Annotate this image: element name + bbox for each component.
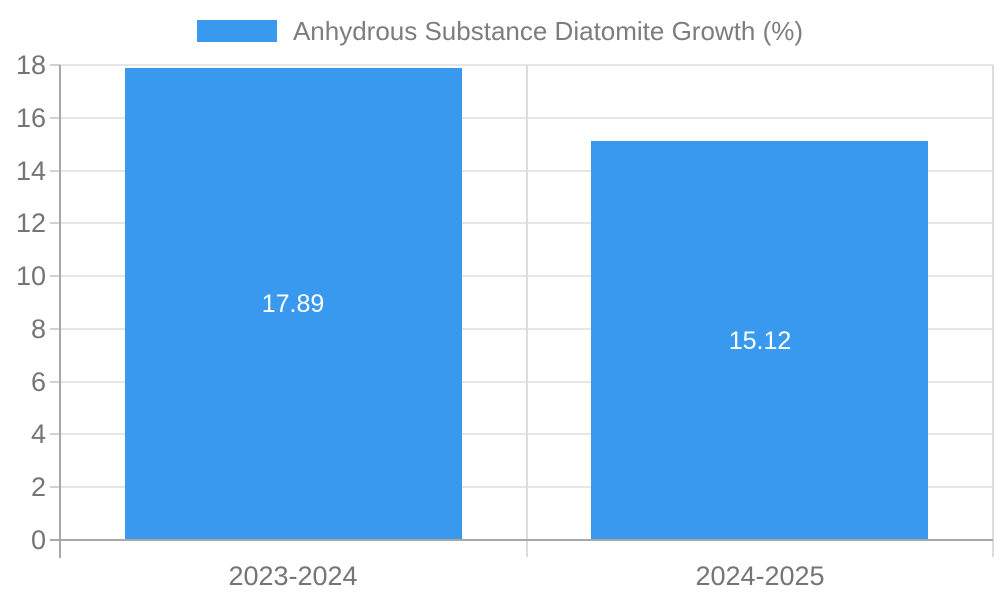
y-tick-mark bbox=[50, 169, 60, 172]
y-tick-mark bbox=[50, 327, 60, 330]
y-axis-tick-label: 16 bbox=[15, 102, 46, 133]
legend-item[interactable]: Anhydrous Substance Diatomite Growth (%) bbox=[196, 16, 804, 46]
gridline-vertical bbox=[525, 65, 528, 557]
legend-swatch-icon bbox=[196, 20, 277, 42]
legend-label: Anhydrous Substance Diatomite Growth (%) bbox=[292, 16, 804, 46]
x-axis-line bbox=[50, 539, 993, 541]
y-axis-tick-label: 12 bbox=[15, 208, 46, 239]
y-tick-mark bbox=[50, 222, 60, 225]
legend: Anhydrous Substance Diatomite Growth (%) bbox=[0, 16, 1000, 46]
y-tick-mark bbox=[50, 64, 60, 66]
x-axis-category-label: 2024-2025 bbox=[695, 561, 825, 591]
bar-value-label: 17.89 bbox=[261, 290, 325, 318]
y-axis-tick-label: 10 bbox=[15, 261, 46, 292]
gridline-vertical bbox=[992, 65, 994, 557]
y-tick-mark bbox=[50, 380, 60, 383]
y-tick-mark bbox=[50, 116, 60, 119]
y-tick-mark bbox=[50, 486, 60, 489]
bar-value-label: 15.12 bbox=[728, 327, 792, 355]
y-tick-mark bbox=[50, 275, 60, 278]
y-axis-tick-label: 18 bbox=[15, 50, 46, 80]
y-axis-tick-label: 14 bbox=[15, 155, 46, 186]
y-axis-tick-label: 0 bbox=[30, 525, 46, 555]
y-axis-tick-label: 2 bbox=[30, 472, 46, 503]
y-axis-tick-label: 8 bbox=[30, 313, 46, 344]
bar[interactable] bbox=[591, 141, 928, 539]
y-axis-line bbox=[59, 65, 61, 558]
x-axis-category-label: 2023-2024 bbox=[228, 561, 358, 591]
y-axis-tick-label: 4 bbox=[30, 419, 46, 450]
y-axis-tick-label: 6 bbox=[30, 366, 46, 397]
y-tick-mark bbox=[50, 433, 60, 436]
bar[interactable] bbox=[125, 68, 462, 539]
